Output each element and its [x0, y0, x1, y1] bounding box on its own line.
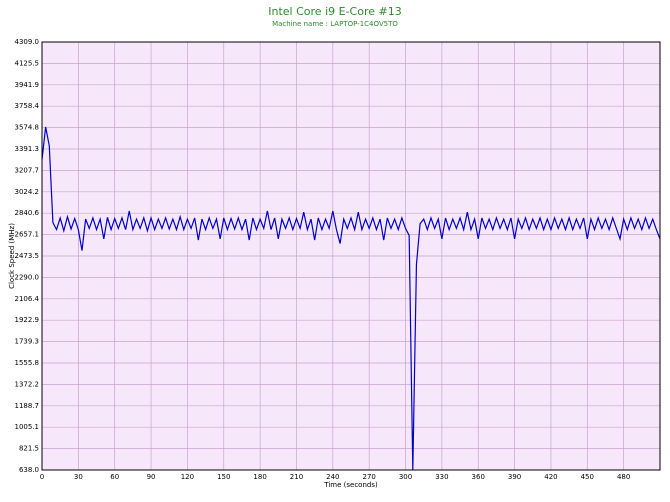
x-tick-label: 120 [181, 473, 194, 481]
y-tick-label: 2473.5 [15, 252, 40, 260]
y-tick-label: 3941.9 [15, 81, 40, 89]
y-tick-label: 2290.0 [15, 273, 40, 281]
x-tick-label: 240 [326, 473, 339, 481]
y-axis-label: Clock Speed (MHz) [8, 223, 16, 289]
x-tick-label: 60 [110, 473, 119, 481]
y-tick-label: 3574.8 [15, 124, 40, 132]
chart-title: Intel Core i9 E-Core #13 [268, 5, 401, 18]
y-tick-label: 1188.7 [15, 402, 40, 410]
y-tick-label: 4309.0 [15, 38, 40, 46]
x-tick-label: 270 [362, 473, 375, 481]
x-tick-label: 150 [217, 473, 230, 481]
x-tick-label: 450 [581, 473, 594, 481]
x-tick-label: 300 [399, 473, 412, 481]
y-tick-label: 2106.4 [15, 295, 40, 303]
data-line [41, 126, 661, 471]
x-tick-label: 90 [147, 473, 156, 481]
x-axis-label: Time (seconds) [323, 481, 378, 489]
plot-border [41, 41, 661, 471]
y-tick-label: 821.5 [19, 445, 39, 453]
x-tick-label: 210 [290, 473, 303, 481]
x-tick-label: 390 [508, 473, 521, 481]
y-tick-label: 3024.2 [15, 188, 40, 196]
x-tick-label: 420 [544, 473, 557, 481]
y-tick-label: 3758.4 [15, 102, 40, 110]
y-tick-label: 2657.1 [15, 231, 40, 239]
y-tick-label: 1372.2 [15, 380, 40, 388]
x-tick-label: 480 [617, 473, 630, 481]
y-tick-label: 1555.8 [15, 359, 40, 367]
chart-subtitle: Machine name : LAPTOP-1C4OV5TO [272, 20, 398, 28]
x-tick-label: 360 [472, 473, 485, 481]
x-tick-label: 0 [40, 473, 44, 481]
y-tick-label: 638.0 [19, 466, 39, 474]
x-tick-label: 30 [74, 473, 83, 481]
y-tick-label: 3207.7 [15, 166, 40, 174]
y-tick-label: 1005.1 [15, 423, 40, 431]
x-tick-label: 330 [435, 473, 448, 481]
y-tick-label: 4125.5 [15, 59, 40, 67]
y-tick-label: 1739.3 [15, 338, 40, 346]
y-tick-label: 3391.3 [15, 145, 40, 153]
x-tick-label: 180 [253, 473, 266, 481]
y-tick-label: 1922.9 [15, 316, 40, 324]
y-tick-label: 2840.6 [15, 209, 40, 217]
